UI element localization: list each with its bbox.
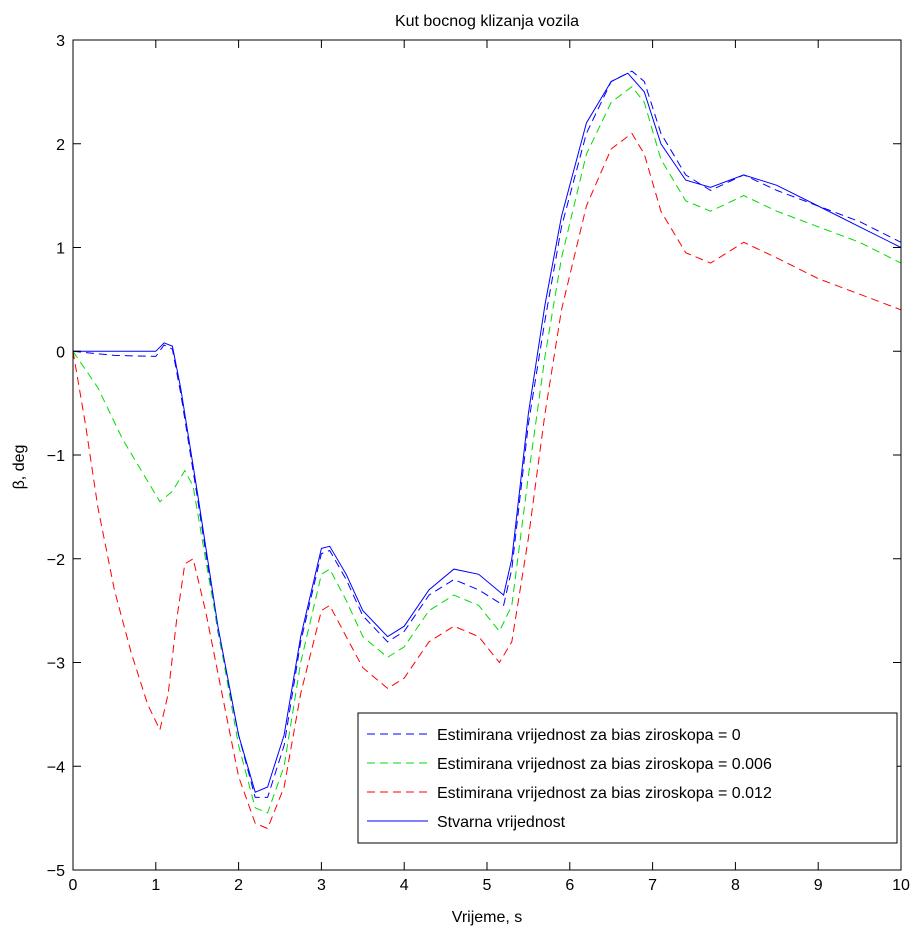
y-tick-label: −1 (47, 448, 65, 465)
x-tick-label: 8 (731, 877, 740, 894)
chart-title: Kut bocnog klizanja vozila (395, 13, 579, 30)
y-tick-label: −4 (47, 759, 65, 776)
x-tick-label: 7 (648, 877, 657, 894)
x-tick-label: 9 (814, 877, 823, 894)
y-tick-label: −5 (47, 863, 65, 880)
x-tick-label: 6 (565, 877, 574, 894)
x-axis-label: Vrijeme, s (452, 909, 523, 926)
y-tick-label: 1 (56, 241, 65, 258)
x-tick-label: 10 (892, 877, 910, 894)
legend-label: Stvarna vrijednost (437, 814, 566, 831)
series-line-3 (72, 132, 902, 830)
series-line-1 (72, 70, 902, 798)
legend-label: Estimirana vrijednost za bias ziroskopa … (437, 785, 772, 802)
y-tick-label: 3 (56, 33, 65, 50)
y-axis-label: β, deg (11, 445, 28, 490)
y-tick-label: −3 (47, 656, 65, 673)
legend-label: Estimirana vrijednost za bias ziroskopa … (437, 756, 772, 773)
legend-label: Estimirana vrijednost za bias ziroskopa … (437, 727, 741, 744)
x-tick-label: 5 (483, 877, 492, 894)
y-tick-label: −2 (47, 552, 65, 569)
legend: Estimirana vrijednost za bias ziroskopa … (357, 712, 898, 844)
series-line-2 (72, 86, 902, 814)
x-tick-label: 0 (69, 877, 78, 894)
legend-box (357, 712, 898, 844)
x-tick-label: 3 (317, 877, 326, 894)
series-line-4 (73, 72, 902, 793)
x-tick-label: 4 (400, 877, 409, 894)
y-tick-label: 2 (56, 137, 65, 154)
x-tick-label: 2 (234, 877, 243, 894)
y-tick-label: 0 (56, 344, 65, 361)
x-tick-label: 1 (151, 877, 160, 894)
